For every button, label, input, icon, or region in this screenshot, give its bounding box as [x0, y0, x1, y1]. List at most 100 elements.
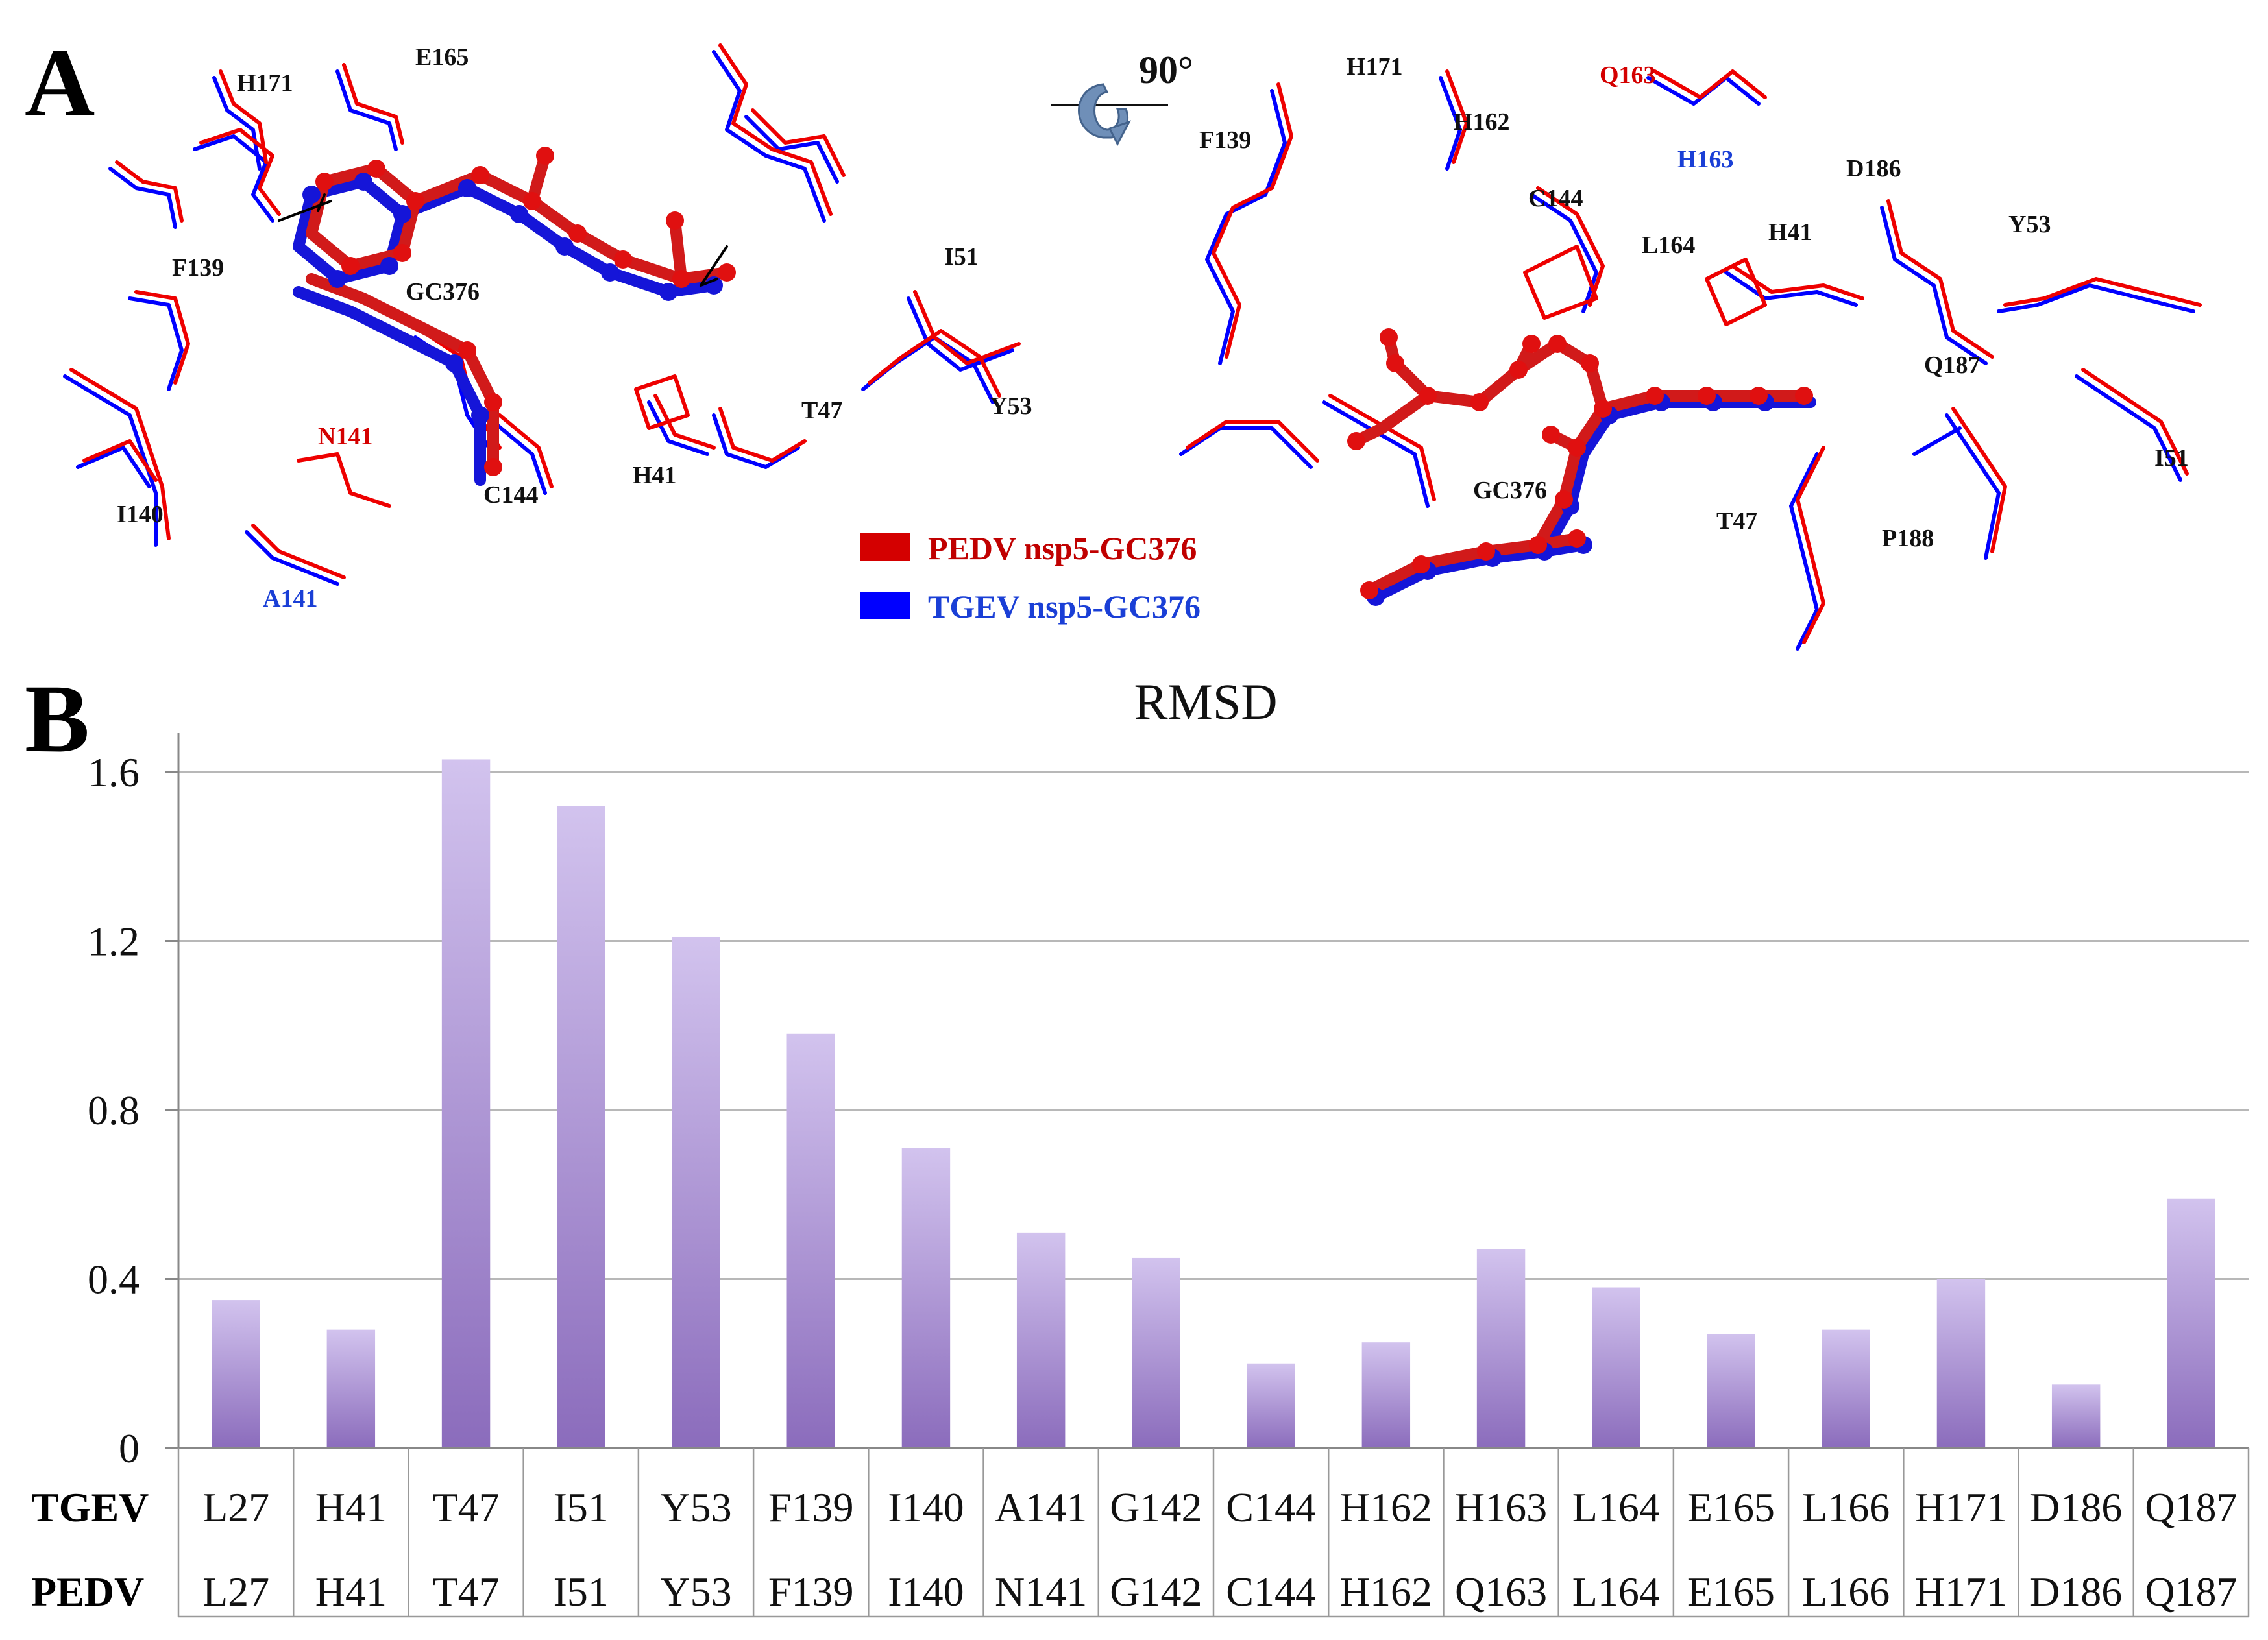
bar-Y53: [672, 936, 720, 1448]
category-label: L166: [1802, 1484, 1890, 1530]
bar-D186: [2051, 1384, 2101, 1448]
category-label: Q187: [2145, 1569, 2237, 1615]
category-label: C144: [1226, 1484, 1316, 1530]
gridlines: [178, 771, 2249, 1280]
category-label: L164: [1572, 1484, 1660, 1530]
category-label: T47: [433, 1484, 500, 1530]
category-label: T47: [433, 1569, 500, 1615]
panel-a: A 90°: [25, 29, 2202, 651]
category-label: I140: [888, 1484, 964, 1530]
category-label: A141: [995, 1484, 1087, 1530]
right-structure-view: [1179, 69, 2202, 651]
row-label-1: PEDV: [31, 1569, 144, 1615]
res-label: I51: [2154, 444, 2189, 472]
category-label: F139: [768, 1569, 854, 1615]
panel-b: B RMSD 0 0.4 0.8 1.2 1.6 TGEV L27 H41 T47 I51 Y53…: [25, 665, 2250, 1618]
res-label: H41: [1768, 219, 1812, 246]
res-label: GC376: [1473, 477, 1547, 504]
bar-C144: [1247, 1363, 1295, 1448]
res-label: GC376: [406, 278, 480, 306]
res-label: H162: [1454, 108, 1510, 136]
panel-a-label: A: [25, 29, 95, 137]
bar-Q187: [2167, 1198, 2215, 1448]
row-label-0: TGEV: [31, 1484, 149, 1530]
category-label: N141: [995, 1569, 1087, 1615]
category-label: H41: [315, 1484, 387, 1530]
bar-L27: [212, 1300, 260, 1448]
category-label: L27: [202, 1569, 269, 1615]
res-label: I51: [944, 243, 979, 271]
res-label: H41: [633, 462, 677, 489]
left-structure-view: [63, 43, 1021, 586]
category-label: H171: [1915, 1569, 2007, 1615]
category-table: TGEV L27 H41 T47 I51 Y53 F139 I140 A141 G142 C144 H…: [31, 1447, 2250, 1618]
bar-H171: [1936, 1279, 1986, 1448]
bar-H162: [1361, 1342, 1411, 1448]
bar-I51: [557, 806, 605, 1448]
bars: [212, 759, 2215, 1448]
res-label: I140: [117, 501, 164, 528]
bar-E165: [1707, 1334, 1755, 1448]
res-label: C144: [483, 481, 538, 509]
category-label: D186: [2030, 1569, 2122, 1615]
res-label: N141: [318, 423, 372, 450]
y-axis-ticks: 0 0.4 0.8 1.2 1.6: [88, 733, 180, 1471]
y-tick-label: 1.2: [88, 919, 140, 965]
category-label: L164: [1572, 1569, 1660, 1615]
y-tick-label: 0: [119, 1425, 140, 1471]
y-tick-label: 0.8: [88, 1087, 140, 1133]
res-label: H171: [237, 69, 293, 97]
legend-label-tgev: TGEV nsp5-GC376: [928, 588, 1201, 625]
category-label: Y53: [660, 1569, 731, 1615]
category-label: I140: [888, 1569, 964, 1615]
panel-b-label: B: [25, 665, 90, 773]
category-label: H163: [1455, 1484, 1547, 1530]
category-label: Q187: [2145, 1484, 2237, 1530]
bar-A141: [1016, 1232, 1066, 1448]
legend-swatch-tgev: [860, 592, 910, 619]
res-label: Y53: [2008, 211, 2051, 238]
category-label: F139: [768, 1484, 854, 1530]
category-label: L27: [202, 1484, 269, 1530]
category-label: I51: [554, 1484, 609, 1530]
bar-F139: [786, 1033, 835, 1448]
rotation-arrow-icon: [1051, 83, 1168, 147]
res-label: E165: [415, 43, 469, 71]
res-label: T47: [1716, 507, 1757, 535]
right-view-labels: H171 F139 H162 Q163 H163 C144 L164 H41 D…: [1199, 53, 2189, 552]
bar-H41: [326, 1329, 376, 1448]
legend-swatch-pedv: [860, 533, 910, 561]
category-label: C144: [1226, 1569, 1316, 1615]
res-label: Q163: [1600, 62, 1656, 89]
category-label: L166: [1802, 1569, 1890, 1615]
category-label: E165: [1687, 1484, 1775, 1530]
res-label: F139: [172, 254, 224, 282]
res-label: F139: [1199, 127, 1251, 154]
res-label: T47: [801, 397, 842, 424]
bar-L166: [1822, 1329, 1870, 1448]
res-label: H171: [1347, 53, 1403, 80]
rotation-label: 90°: [1139, 49, 1193, 91]
bar-G142: [1132, 1257, 1180, 1448]
category-label: H162: [1340, 1569, 1432, 1615]
res-label: P188: [1882, 525, 1934, 552]
res-label: A141: [263, 585, 317, 612]
category-label: H171: [1915, 1484, 2007, 1530]
res-label: H163: [1677, 146, 1734, 173]
category-label: I51: [554, 1569, 609, 1615]
bar-I140: [901, 1148, 951, 1448]
res-label: Q187: [1924, 352, 1981, 379]
category-label: G142: [1110, 1569, 1202, 1615]
category-label: D186: [2030, 1484, 2122, 1530]
category-label: E165: [1687, 1569, 1775, 1615]
ligand-right: [1347, 328, 1816, 606]
res-label: Y53: [990, 392, 1032, 420]
legend: PEDV nsp5-GC376 TGEV nsp5-GC376: [860, 530, 1201, 625]
res-label: L164: [1642, 232, 1695, 259]
category-label: Q163: [1455, 1569, 1547, 1615]
legend-label-pedv: PEDV nsp5-GC376: [928, 530, 1197, 566]
left-view-labels: H171 E165 F139 GC376 N141 I140 A141 C144…: [117, 43, 1032, 612]
category-label: Y53: [660, 1484, 731, 1530]
res-label: C144: [1528, 185, 1583, 212]
